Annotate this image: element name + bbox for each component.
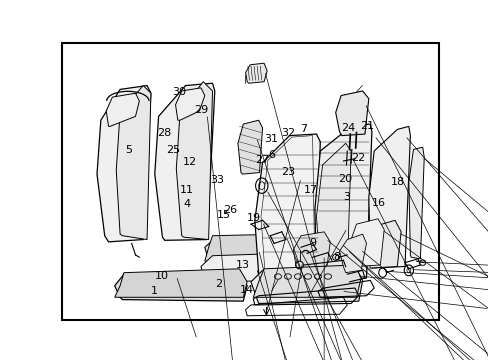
Text: 10: 10 <box>155 271 169 281</box>
Polygon shape <box>154 83 214 240</box>
Polygon shape <box>368 126 409 268</box>
Polygon shape <box>115 270 246 301</box>
Polygon shape <box>364 220 400 268</box>
Text: 21: 21 <box>360 121 374 131</box>
Text: 26: 26 <box>223 204 237 215</box>
Text: 19: 19 <box>247 213 261 223</box>
Text: 32: 32 <box>281 128 295 138</box>
Text: 1: 1 <box>151 286 158 296</box>
Text: 8: 8 <box>333 252 340 262</box>
Text: 31: 31 <box>264 134 278 144</box>
Polygon shape <box>116 86 151 239</box>
Polygon shape <box>238 120 262 174</box>
Polygon shape <box>175 88 204 120</box>
Polygon shape <box>350 219 384 266</box>
Text: 6: 6 <box>267 150 274 161</box>
Text: 20: 20 <box>337 174 351 184</box>
Text: 13: 13 <box>236 260 249 270</box>
Text: 9: 9 <box>308 238 316 248</box>
Polygon shape <box>176 82 212 239</box>
Text: 14: 14 <box>239 285 253 295</box>
Text: 5: 5 <box>124 145 131 155</box>
Text: 28: 28 <box>157 128 171 138</box>
Polygon shape <box>106 93 139 126</box>
Polygon shape <box>316 143 350 274</box>
Polygon shape <box>115 269 246 297</box>
Polygon shape <box>250 266 362 303</box>
Polygon shape <box>335 91 368 136</box>
Polygon shape <box>339 234 366 273</box>
Text: 30: 30 <box>172 87 186 97</box>
Text: 23: 23 <box>281 167 295 177</box>
Text: 12: 12 <box>183 157 197 167</box>
Text: 15: 15 <box>217 210 231 220</box>
Text: 11: 11 <box>179 185 193 195</box>
Polygon shape <box>245 63 266 83</box>
Polygon shape <box>204 236 289 263</box>
Polygon shape <box>314 124 371 280</box>
Text: 2: 2 <box>215 279 222 289</box>
Text: 25: 25 <box>166 145 180 155</box>
Text: 24: 24 <box>341 123 355 133</box>
Text: 3: 3 <box>343 192 349 202</box>
Text: 16: 16 <box>371 198 385 208</box>
Text: 17: 17 <box>303 185 317 195</box>
Text: 7: 7 <box>299 124 306 134</box>
Text: 27: 27 <box>254 155 268 165</box>
Polygon shape <box>97 86 151 242</box>
Text: 29: 29 <box>194 105 208 115</box>
Polygon shape <box>253 265 360 297</box>
Text: 22: 22 <box>350 153 365 163</box>
Text: 4: 4 <box>183 199 190 209</box>
Polygon shape <box>201 253 289 282</box>
Polygon shape <box>204 234 289 261</box>
Polygon shape <box>293 232 329 278</box>
Polygon shape <box>254 134 320 280</box>
Polygon shape <box>408 147 424 259</box>
Text: 33: 33 <box>209 175 224 185</box>
Text: 18: 18 <box>389 177 404 187</box>
